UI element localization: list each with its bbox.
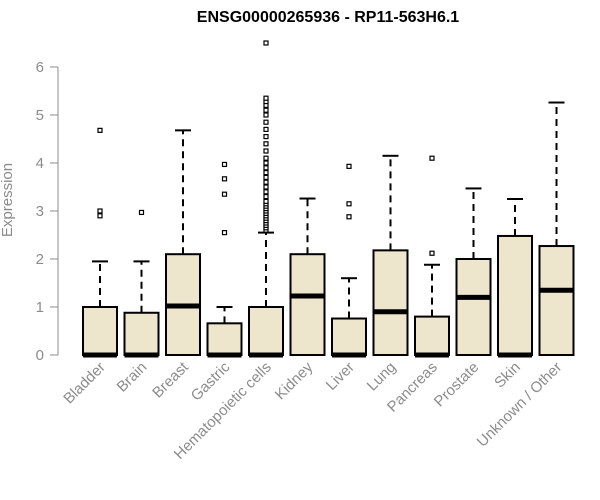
box-iqr [497, 234, 533, 357]
outlier-point [263, 170, 269, 176]
outlier-point [263, 40, 269, 46]
outlier-point [429, 155, 435, 161]
x-tick-label: Liver [323, 359, 358, 394]
outlier-point [263, 134, 269, 140]
y-tick-label: 6 [36, 59, 44, 76]
box-bladder [82, 127, 118, 358]
box-skin [497, 198, 533, 358]
outlier-point [97, 208, 103, 214]
box-iqr [82, 306, 118, 356]
outlier-point [138, 209, 145, 216]
box-prostate [455, 187, 492, 356]
x-tick-label: Kidney [272, 358, 317, 403]
y-tick-label: 0 [36, 347, 44, 364]
y-tick-label: 3 [36, 203, 44, 220]
x-tick-label: Breast [149, 358, 192, 401]
x-tick-label: Lung [364, 359, 400, 395]
outlier-point [263, 126, 269, 133]
outlier-point [346, 214, 352, 220]
outlier-point [221, 176, 228, 182]
box-iqr [206, 322, 243, 357]
y-tick-label: 2 [36, 251, 44, 268]
x-tick-label: Prostate [431, 359, 483, 411]
box-kidney [289, 197, 326, 356]
outlier-point [263, 107, 269, 113]
outlier-point [263, 160, 269, 166]
y-tick-label: 4 [36, 155, 44, 172]
box-iqr [414, 315, 450, 357]
outlier-point [263, 119, 269, 125]
box-unknown-other [538, 101, 575, 356]
outlier-point [346, 201, 352, 207]
outlier-point [346, 163, 352, 169]
y-tick-label: 1 [36, 299, 44, 316]
box-lung [372, 154, 409, 356]
outlier-point [263, 184, 269, 190]
box-iqr [248, 306, 284, 356]
box-iqr [123, 311, 160, 357]
outlier-point [429, 250, 435, 256]
outlier-point [263, 179, 269, 185]
box-liver [331, 163, 367, 358]
outlier-point [263, 95, 269, 101]
x-tick-label: Brain [114, 359, 151, 396]
outlier-point [263, 148, 269, 154]
outlier-point [97, 127, 103, 133]
box-iqr [455, 258, 492, 356]
box-iqr [538, 245, 575, 356]
outlier-point [221, 191, 228, 197]
y-axis: 0 1 2 3 4 5 6 [36, 59, 59, 364]
box-brain [123, 209, 160, 358]
y-axis-label: Expression [0, 163, 16, 237]
outlier-point [221, 230, 228, 236]
box-pancreas [414, 155, 450, 358]
outlier-point [263, 165, 269, 171]
outlier-point [263, 174, 269, 180]
outlier-point [263, 112, 269, 118]
box-breast [165, 129, 201, 356]
outlier-point [263, 194, 269, 200]
outlier-point [263, 198, 269, 204]
outlier-point [263, 189, 269, 195]
box-gastric [206, 161, 243, 358]
x-tick-label: Bladder [60, 359, 109, 408]
outlier-point [97, 213, 103, 219]
box-iqr [331, 317, 367, 356]
box-hematopoietic-cells [248, 40, 284, 358]
x-tick-label: Skin [491, 359, 524, 392]
box-iqr [372, 249, 409, 356]
y-tick-label: 5 [36, 107, 44, 124]
outlier-point [221, 161, 228, 168]
box-iqr [289, 253, 326, 356]
outlier-point [263, 141, 269, 147]
outlier-point [263, 155, 269, 161]
plot-area [82, 40, 575, 358]
chart-title: ENSG00000265936 - RP11-563H6.1 [197, 9, 460, 26]
